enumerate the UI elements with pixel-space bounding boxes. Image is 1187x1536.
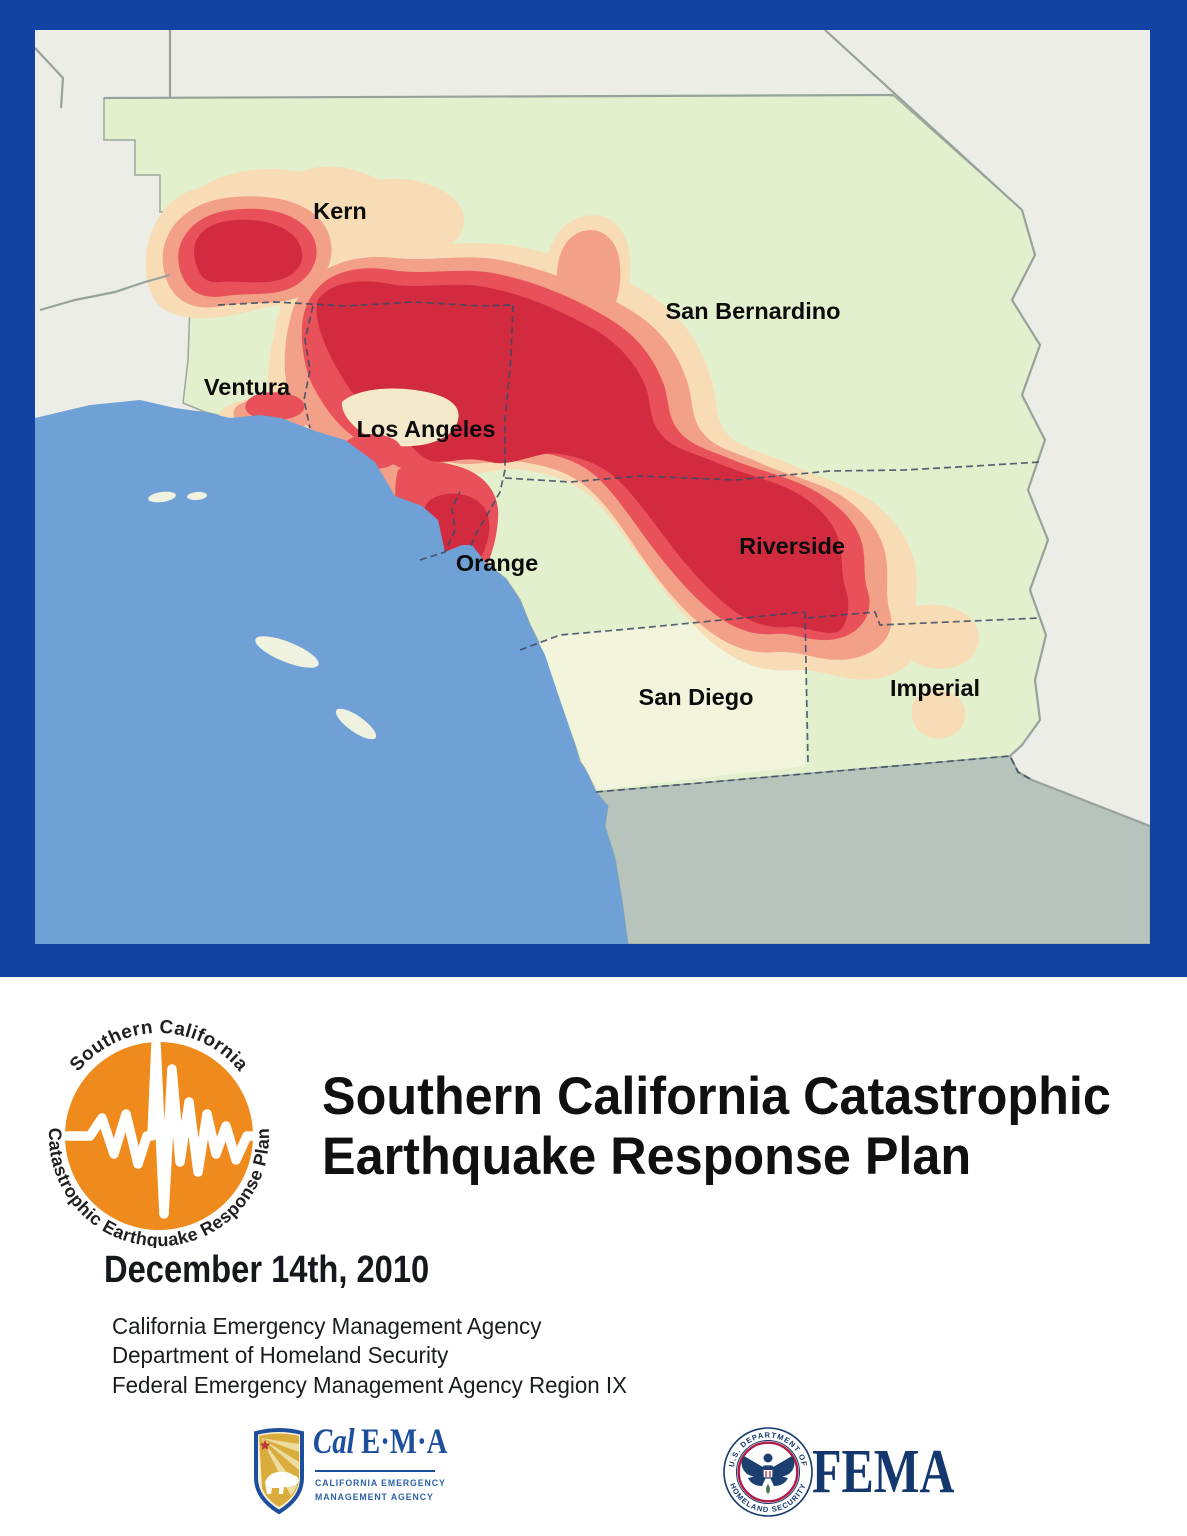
cal-ema-divider (315, 1470, 435, 1472)
dhs-eagle-icon (741, 1453, 795, 1494)
page-title-line2: Earthquake Response Plan (322, 1127, 972, 1186)
publication-date: December 14th, 2010 (104, 1249, 430, 1291)
cal-ema-caption-line1: CALIFORNIA EMERGENCY (315, 1478, 446, 1489)
map-svg: Kern San Bernardino Ventura Los Angeles … (35, 30, 1150, 944)
page-title-line1: Southern California Catastrophic (322, 1067, 1111, 1126)
map-label-riverside: Riverside (739, 533, 845, 559)
page-title: Southern California Catastrophic Earthqu… (322, 1067, 1111, 1187)
agency-line: Federal Emergency Management Agency Regi… (112, 1371, 628, 1398)
la-basin-pale-patch (341, 388, 459, 447)
dhs-seal-icon: U.S. DEPARTMENT OF HOMELAND SECURITY (723, 1427, 813, 1517)
agency-line: Department of Homeland Security (112, 1342, 449, 1369)
cal-ema-shield-icon (254, 1428, 304, 1515)
map-label-san-bernardino: San Bernardino (666, 298, 841, 324)
agency-list: California Emergency Management Agency D… (112, 1312, 627, 1400)
agency-line: California Emergency Management Agency (112, 1313, 542, 1339)
plan-seal-logo: Southern California Catastrophic Earthqu… (45, 1017, 273, 1248)
seismograph-wave-icon (62, 1039, 257, 1219)
cal-ema-wordmark: Cal E·M·A (313, 1420, 447, 1462)
map-label-ventura: Ventura (204, 374, 291, 400)
map-frame: Kern San Bernardino Ventura Los Angeles … (0, 0, 1187, 977)
map-label-los-angeles: Los Angeles (357, 416, 496, 442)
cal-ema-caption-line2: MANAGEMENT AGENCY (315, 1492, 434, 1503)
map-label-san-diego: San Diego (639, 684, 754, 710)
map-label-imperial: Imperial (890, 675, 980, 701)
map-label-kern: Kern (313, 198, 367, 224)
star-icon (259, 1440, 271, 1450)
map-label-orange: Orange (456, 550, 538, 576)
channel-islands (148, 491, 377, 740)
shaking-intensity-map: Kern San Bernardino Ventura Los Angeles … (35, 30, 1150, 944)
fema-wordmark: FEMA (812, 1438, 955, 1506)
county-boundary-lines (217, 301, 1041, 793)
pacific-ocean (35, 400, 628, 944)
cal-ema-wordmark-ema: E·M·A (361, 1421, 448, 1461)
cal-ema-wordmark-cal: Cal (313, 1421, 355, 1461)
bear-icon (265, 1471, 299, 1494)
